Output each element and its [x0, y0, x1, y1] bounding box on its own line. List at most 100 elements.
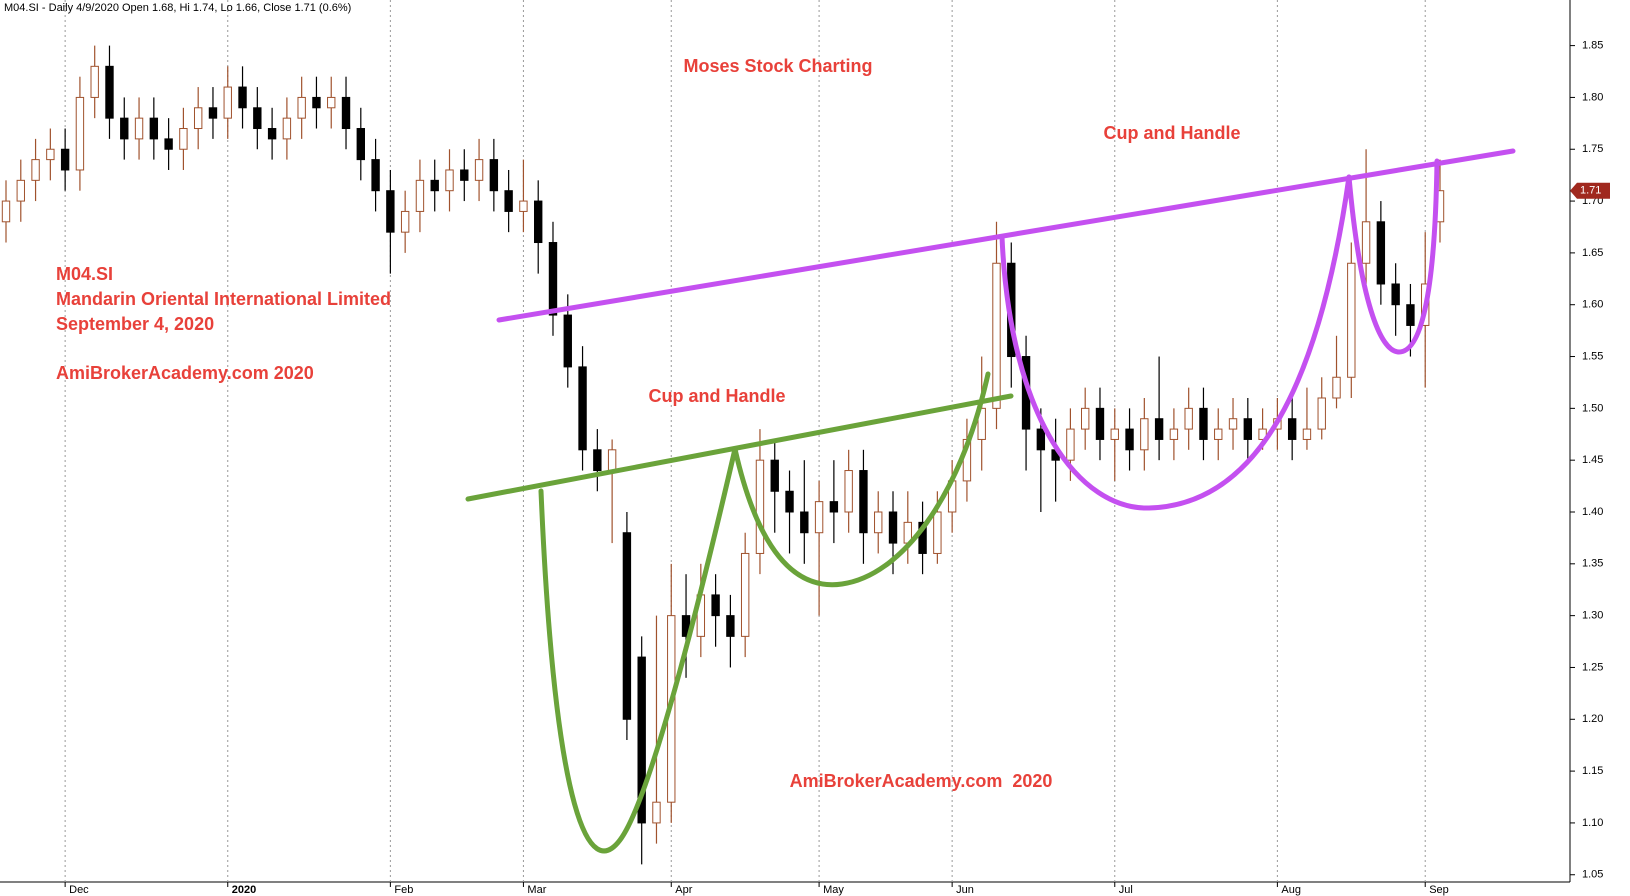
candle-body	[60, 148, 70, 171]
y-tick-label: 1.75	[1582, 143, 1603, 155]
candle-body	[1287, 418, 1297, 440]
candle-body	[356, 128, 365, 161]
y-tick-label: 1.80	[1582, 91, 1603, 103]
candle-body	[785, 490, 794, 513]
cup-curve	[999, 174, 1352, 511]
resistance-line	[465, 393, 1014, 502]
candle-body	[534, 200, 543, 244]
candle-body	[1066, 428, 1075, 461]
handle-curve	[732, 371, 991, 588]
x-tick-label: Jul	[1119, 884, 1133, 896]
annotation: September 4, 2020	[56, 314, 214, 334]
y-tick-label: 1.85	[1582, 40, 1603, 52]
y-tick-label: 1.35	[1582, 558, 1603, 570]
candle-body	[578, 366, 587, 451]
candle-body	[1258, 428, 1267, 440]
x-tick-label: Jun	[956, 884, 974, 896]
candle-body	[711, 594, 720, 617]
candle-body	[46, 148, 55, 161]
last-price-tag	[1570, 182, 1610, 199]
candle-body	[179, 128, 188, 150]
candle-body	[445, 169, 454, 192]
y-tick-label: 1.60	[1582, 299, 1603, 311]
x-tick-label: Sep	[1429, 884, 1449, 896]
candle-body	[622, 532, 632, 720]
candle-body	[1125, 428, 1134, 451]
annotation: AmiBrokerAcademy.com 2020	[790, 771, 1053, 791]
candle-body	[1214, 428, 1223, 440]
y-tick-label: 1.55	[1582, 350, 1603, 362]
candle-body	[548, 242, 558, 316]
candle-body	[918, 521, 927, 554]
candle-body	[105, 65, 114, 119]
candle-body	[327, 96, 336, 109]
candle-body	[519, 200, 528, 212]
plot	[1, 0, 1445, 882]
candle-body	[341, 96, 351, 130]
candle-body	[755, 459, 765, 554]
candle-body	[371, 159, 380, 192]
candle-body	[1110, 428, 1119, 440]
candle-body	[1081, 407, 1090, 430]
candle-body	[208, 107, 218, 119]
candle-body	[859, 470, 868, 534]
x-tick-label: 2020	[232, 884, 256, 896]
candle-body	[1140, 418, 1149, 451]
x-tick-label: Dec	[69, 884, 89, 896]
candle-body	[474, 159, 484, 181]
candle-body	[312, 96, 321, 109]
annotation: Cup and Handle	[1103, 123, 1240, 143]
candle-body	[933, 511, 942, 554]
x-tick-label: Aug	[1281, 884, 1301, 896]
candle-body	[1095, 407, 1105, 440]
cup-curve	[538, 446, 738, 854]
candle-body	[814, 501, 824, 534]
candle-body	[1406, 304, 1415, 326]
candle-body	[1347, 262, 1356, 378]
candle-body	[1199, 407, 1208, 440]
candle-body	[1376, 221, 1386, 285]
candle-body	[1228, 418, 1238, 430]
y-tick-label: 1.25	[1582, 661, 1603, 673]
candle-body	[1169, 428, 1179, 440]
candle-body	[193, 107, 203, 130]
resistance-line	[496, 148, 1516, 323]
candle-body	[1184, 407, 1193, 430]
candle-body	[607, 449, 617, 472]
candle-body	[75, 96, 85, 171]
y-tick-label: 1.65	[1582, 247, 1603, 259]
candle-body	[1302, 428, 1312, 440]
candle-body	[253, 107, 262, 130]
candle-body	[770, 459, 779, 492]
candle-body	[800, 511, 809, 534]
candle-body	[1332, 376, 1341, 399]
candle-body	[415, 179, 425, 212]
annotation: Mandarin Oriental International Limited	[56, 289, 391, 309]
candle-body	[1154, 418, 1164, 440]
candle-body	[460, 169, 469, 181]
candle-body	[992, 262, 1001, 409]
candle-body	[120, 117, 129, 140]
candle-body	[16, 179, 25, 202]
candle-body	[164, 138, 173, 150]
candle-body	[726, 615, 735, 637]
chart-title: Moses Stock Charting	[683, 56, 872, 76]
y-tick-label: 1.40	[1582, 506, 1603, 518]
x-tick-label: Apr	[675, 884, 692, 896]
candle-body	[874, 511, 883, 534]
last-price-label: 1.71	[1580, 185, 1601, 197]
candle-body	[829, 501, 839, 513]
annotation: AmiBrokerAcademy.com 2020	[56, 363, 314, 383]
x-tick-label: Mar	[527, 884, 546, 896]
candle-body	[282, 117, 292, 140]
y-tick-label: 1.10	[1582, 817, 1603, 829]
candle-body	[593, 449, 602, 472]
y-tick-label: 1.05	[1582, 869, 1603, 881]
candle-body	[652, 801, 661, 824]
y-tick-label: 1.30	[1582, 610, 1603, 622]
candle-body	[888, 511, 898, 544]
candle-body	[504, 190, 513, 212]
candle-body	[1243, 418, 1253, 440]
